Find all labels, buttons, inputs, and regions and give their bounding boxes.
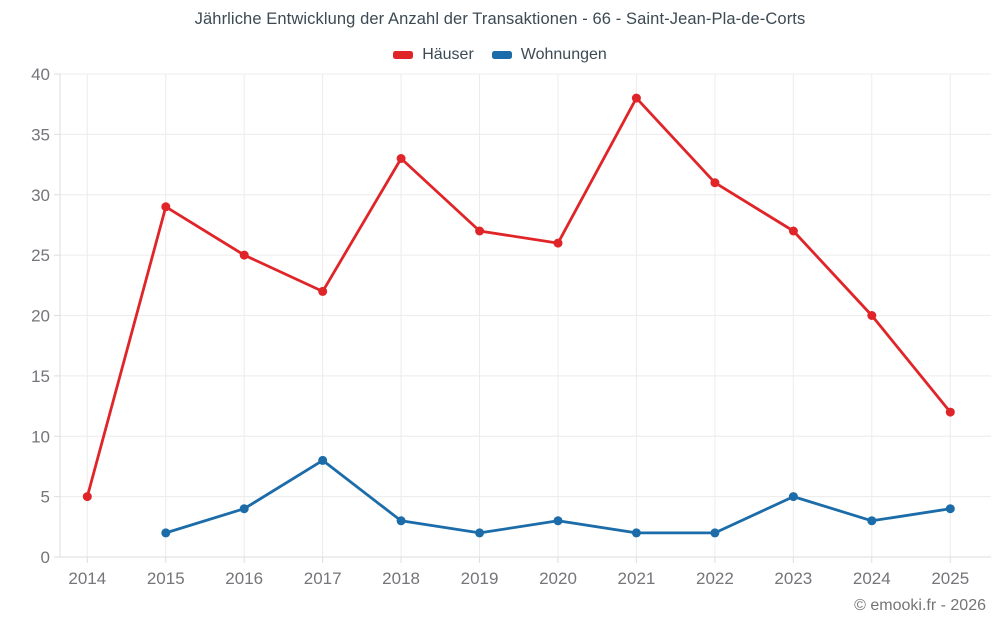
- legend-item-hauser[interactable]: Häuser: [393, 46, 474, 64]
- data-point-wohnungen-2020[interactable]: [553, 516, 563, 526]
- data-point-hauser-2019[interactable]: [475, 226, 485, 236]
- x-axis-label: 2016: [225, 569, 263, 588]
- data-point-wohnungen-2021[interactable]: [631, 528, 641, 538]
- x-axis-label: 2025: [931, 569, 969, 588]
- y-axis-label: 15: [31, 367, 50, 386]
- chart-legend: Häuser Wohnungen: [0, 46, 1000, 64]
- data-point-wohnungen-2019[interactable]: [475, 528, 485, 538]
- x-axis-label: 2017: [304, 569, 342, 588]
- legend-swatch-icon: [491, 51, 512, 59]
- x-axis-label: 2022: [696, 569, 734, 588]
- y-axis-label: 20: [31, 307, 50, 326]
- legend-item-wohnungen[interactable]: Wohnungen: [491, 46, 607, 64]
- data-point-wohnungen-2015[interactable]: [161, 528, 171, 538]
- series-line-hauser: [85, 96, 952, 499]
- x-axis-label: 2014: [68, 569, 106, 588]
- data-point-hauser-2014[interactable]: [82, 492, 92, 502]
- data-point-wohnungen-2018[interactable]: [396, 516, 406, 526]
- data-point-wohnungen-2024[interactable]: [867, 516, 877, 526]
- y-axis-label: 0: [41, 548, 50, 567]
- data-point-wohnungen-2022[interactable]: [710, 528, 720, 538]
- y-axis-label: 35: [31, 125, 50, 144]
- data-point-wohnungen-2025[interactable]: [945, 504, 955, 514]
- data-point-hauser-2016[interactable]: [239, 250, 249, 260]
- data-point-hauser-2015[interactable]: [161, 202, 171, 212]
- x-axis-label: 2018: [382, 569, 420, 588]
- data-point-wohnungen-2017[interactable]: [318, 455, 328, 465]
- data-point-wohnungen-2016[interactable]: [239, 504, 249, 514]
- y-axis-label: 40: [31, 65, 50, 84]
- data-point-hauser-2021[interactable]: [631, 93, 641, 103]
- x-axis-label: 2019: [461, 569, 499, 588]
- chart-title: Jährliche Entwicklung der Anzahl der Tra…: [194, 10, 806, 28]
- data-point-hauser-2022[interactable]: [710, 178, 720, 188]
- x-axis-label: 2021: [618, 569, 656, 588]
- y-axis-label: 10: [31, 427, 50, 446]
- legend-label: Wohnungen: [520, 46, 607, 63]
- x-axis-label: 2020: [539, 569, 577, 588]
- y-axis-label: 5: [41, 488, 50, 507]
- data-point-hauser-2020[interactable]: [553, 238, 563, 248]
- data-point-hauser-2023[interactable]: [788, 226, 798, 236]
- y-axis-label: 30: [31, 186, 50, 205]
- data-point-hauser-2017[interactable]: [318, 286, 328, 296]
- legend-swatch-icon: [393, 51, 414, 59]
- x-axis-label: 2023: [774, 569, 812, 588]
- data-point-hauser-2025[interactable]: [945, 407, 955, 417]
- x-axis-label: 2015: [147, 569, 185, 588]
- attribution-watermark: © emooki.fr - 2026: [854, 597, 986, 614]
- data-point-wohnungen-2023[interactable]: [788, 492, 798, 502]
- x-axis-label: 2024: [853, 569, 891, 588]
- y-axis-label: 25: [31, 246, 50, 265]
- legend-label: Häuser: [422, 46, 474, 63]
- data-point-hauser-2024[interactable]: [867, 311, 877, 320]
- data-point-hauser-2018[interactable]: [396, 154, 406, 163]
